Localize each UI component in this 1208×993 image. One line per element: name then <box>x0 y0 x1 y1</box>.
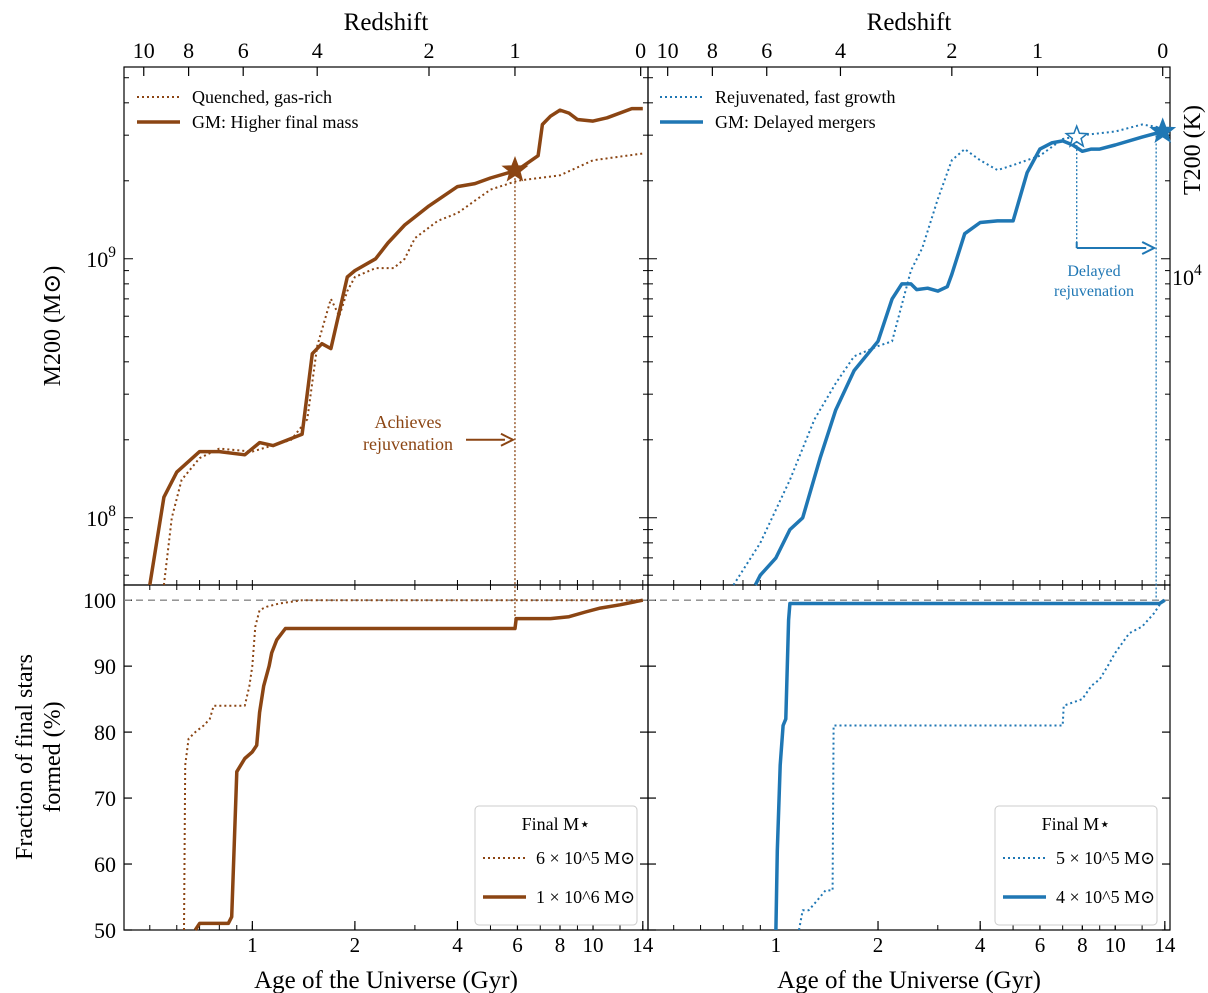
x-tick-label: 8 <box>1077 933 1088 957</box>
x-tick-label: 2 <box>350 933 361 957</box>
series-line-delayed-mergers <box>753 129 1164 586</box>
star-marker-open <box>1064 123 1090 148</box>
y-tick-label: 100 <box>83 588 116 613</box>
annotation-delayed-line2: rejuvenation <box>1054 283 1134 300</box>
y-tick-label: 90 <box>94 654 116 679</box>
x-tick-label: 6 <box>512 933 523 957</box>
panel-bottom-right-frame <box>647 584 1171 931</box>
y-tick-label: 50 <box>94 918 116 943</box>
redshift-tick-label: 1 <box>1032 38 1043 63</box>
x-tick-label: 6 <box>1035 933 1046 957</box>
delayed-rejuvenation-arrow-head <box>1141 241 1157 255</box>
y-tick-label: 60 <box>94 852 116 877</box>
redshift-tick-label: 2 <box>946 38 957 63</box>
star-marker-filled <box>1149 117 1177 143</box>
legend-label-higher-mass: GM: Higher final mass <box>192 112 358 132</box>
legend-label-delayed-mergers: GM: Delayed mergers <box>715 112 876 132</box>
y-tick-label: 109 <box>86 244 116 272</box>
legend-label-6e5: 6 × 10^5 M⊙ <box>536 848 635 868</box>
redshift-tick-label: 6 <box>238 38 249 63</box>
top-left-ylabel: M200 (M⊙) <box>40 266 66 387</box>
x-tick-label: 8 <box>555 933 566 957</box>
redshift-tick-label: 0 <box>635 38 646 63</box>
series-line-1e6 <box>193 598 644 931</box>
redshift-tick-label: 4 <box>312 38 323 63</box>
redshift-tick-label: 6 <box>761 38 772 63</box>
redshift-tick-label: 0 <box>1157 38 1168 63</box>
x-tick-label: 10 <box>583 933 604 957</box>
top-right-ylabel: T200 (K) <box>1180 105 1206 195</box>
legend-label-4e5: 4 × 10^5 M⊙ <box>1056 887 1155 907</box>
x-tick-label: 10 <box>1105 933 1126 957</box>
star-marker-rejuvenation <box>501 155 529 182</box>
series-line-rejuvenated <box>732 123 1163 586</box>
redshift-tick-label: 1 <box>509 38 520 63</box>
redshift-tick-label: 8 <box>183 38 194 63</box>
bottom-left-ylabel-line1: Fraction of final stars <box>12 654 38 860</box>
legend-label-quenched: Quenched, gas-rich <box>192 87 332 107</box>
redshift-tick-label: 2 <box>423 38 434 63</box>
panel-top-right-frame <box>647 66 1171 586</box>
redshift-tick-label: 8 <box>707 38 718 63</box>
series-line-6e5 <box>183 599 643 931</box>
legend-title-bottom-right: Final M⋆ <box>1042 814 1111 834</box>
x-tick-label: 4 <box>452 933 463 957</box>
annotation-delayed-line1: Delayed <box>1067 263 1120 280</box>
x-tick-label: 14 <box>632 933 654 957</box>
series-line-5e5 <box>798 599 1164 931</box>
panel-top-left-frame <box>123 66 649 586</box>
x-tick-label: 1 <box>771 933 782 957</box>
bottom-axis-label-left: Age of the Universe (Gyr) <box>254 967 518 993</box>
top-axis-label-left: Redshift <box>344 9 429 36</box>
bottom-axis-label-right: Age of the Universe (Gyr) <box>777 967 1041 993</box>
legend-label-5e5: 5 × 10^5 M⊙ <box>1056 848 1155 868</box>
top-axis-label-right: Redshift <box>867 9 952 36</box>
y-tick-label: 80 <box>94 720 116 745</box>
bottom-left-ylabel-line2: formed (%) <box>40 701 66 812</box>
redshift-tick-label: 10 <box>657 38 679 63</box>
legend-label-1e6: 1 × 10^6 M⊙ <box>536 887 635 907</box>
legend-title-bottom-left: Final M⋆ <box>522 814 591 834</box>
y-tick-label: 70 <box>94 786 116 811</box>
right-y-tick-label: 104 <box>1172 262 1202 290</box>
redshift-tick-label: 4 <box>835 38 846 63</box>
achieves-rejuvenation-arrow-head <box>500 432 516 447</box>
x-tick-label: 4 <box>975 933 986 957</box>
annotation-achieves-line1: Achieves <box>375 412 442 432</box>
series-line-4e5 <box>774 598 1166 931</box>
y-tick-label: 108 <box>86 503 116 531</box>
legend-label-rejuvenated: Rejuvenated, fast growth <box>715 87 895 107</box>
x-tick-label: 1 <box>247 933 258 957</box>
redshift-tick-label: 10 <box>133 38 155 63</box>
series-line-higher-mass <box>148 106 643 586</box>
series-line-quenched <box>162 152 643 586</box>
x-tick-label: 2 <box>873 933 884 957</box>
annotation-achieves-line2: rejuvenation <box>363 434 453 454</box>
x-tick-label: 14 <box>1154 933 1176 957</box>
